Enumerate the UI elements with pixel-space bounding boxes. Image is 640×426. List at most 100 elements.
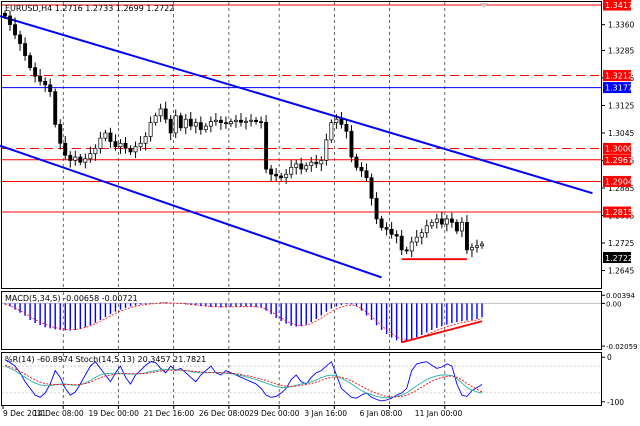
oscillator-header: %R(14) -60.8974 Stoch(14,5,13) 20.3457 2… — [5, 355, 206, 364]
candle-body — [470, 247, 474, 251]
candle-body — [304, 165, 309, 170]
candle-body — [334, 118, 339, 123]
price-chart-header: EURUSD,H4 1.2716 1.2733 1.2699 1.2722 — [5, 4, 174, 13]
level-tag-box — [603, 82, 631, 94]
candle-body — [93, 148, 98, 154]
time-tick-label: 9 Dec 2011 — [3, 409, 46, 418]
candle-body — [299, 163, 304, 170]
candle-body — [284, 173, 289, 179]
candle-body — [480, 243, 484, 247]
time-tick-label: 26 Dec 08:00 — [199, 409, 250, 418]
candle-body — [424, 225, 429, 234]
candle-body — [173, 115, 178, 134]
candle-body — [68, 154, 73, 161]
candle-body — [213, 119, 218, 122]
macd-header: MACD(5,34,5) -0.00658 -0.00721 — [5, 294, 138, 303]
candle-body — [234, 119, 238, 122]
time-tick-label: 14 Dec 08:00 — [33, 409, 84, 418]
level-tag-box — [603, 175, 631, 187]
candle-body — [23, 43, 28, 56]
candle-body — [48, 84, 53, 93]
current-price-tag: 1.2722 — [603, 252, 633, 263]
level-tag-label: 1.3212 — [605, 72, 633, 81]
candle-body — [249, 119, 253, 122]
price-candles — [3, 10, 484, 258]
time-tick-label: 11 Jan 00:00 — [415, 409, 463, 418]
candle-body — [239, 119, 243, 123]
oscillator-panel-frame — [1, 352, 602, 406]
candle-body — [3, 12, 7, 17]
price-tick-label: 1.3125 — [608, 101, 634, 110]
current-price-label: 1.2722 — [605, 254, 633, 263]
oscillator-lines — [4, 359, 483, 402]
candle-body — [63, 142, 68, 156]
candle-body — [364, 170, 369, 179]
channel-line[interactable] — [0, 144, 382, 279]
candle-body — [329, 122, 334, 141]
candle-body — [264, 121, 269, 170]
channel-lines[interactable] — [0, 15, 593, 279]
candle-body — [168, 118, 173, 134]
candle-body — [475, 245, 479, 248]
candle-body — [444, 218, 449, 225]
candle-body — [394, 234, 399, 237]
candle-body — [188, 118, 193, 127]
candle-body — [38, 75, 43, 82]
candle-body — [58, 124, 63, 144]
candle-body — [289, 167, 294, 175]
price-tick-label: 1.3045 — [608, 129, 634, 138]
level-tag-box — [603, 154, 631, 166]
candle-body — [78, 156, 83, 163]
candle-body — [379, 218, 384, 228]
oscillator-series-line — [4, 364, 483, 398]
candle-body — [254, 119, 259, 122]
price-panel-frame — [1, 1, 602, 289]
candle-body — [314, 161, 319, 165]
macd-tick-label: 0.00394 — [606, 292, 635, 300]
candle-body — [143, 136, 148, 144]
candle-body — [434, 218, 439, 223]
price-tick-label: 1.2645 — [608, 267, 634, 276]
candle-body — [103, 132, 108, 139]
time-tick-label: 6 Jan 08:00 — [360, 409, 403, 418]
candle-body — [113, 141, 118, 148]
candle-body — [88, 153, 93, 160]
time-tick-label: 21 Dec 16:00 — [144, 409, 195, 418]
scroll-position-marker[interactable] — [480, 3, 488, 8]
candle-body — [404, 249, 409, 252]
level-tag-box — [603, 206, 631, 218]
candle-body — [228, 121, 233, 125]
level-tag-label: 1.2815 — [605, 208, 633, 217]
candle-body — [449, 218, 454, 223]
candle-body — [309, 161, 314, 166]
candle-body — [399, 235, 404, 251]
candle-body — [369, 177, 374, 199]
channel-line[interactable] — [0, 15, 593, 195]
candle-body — [208, 121, 213, 127]
candle-body — [244, 120, 248, 123]
candle-body — [459, 222, 464, 232]
candle-body — [98, 137, 103, 149]
candle-body — [294, 163, 299, 168]
macd-trend-line[interactable] — [401, 320, 483, 344]
time-tick-label: 3 Jan 16:00 — [304, 409, 347, 418]
candle-body — [8, 15, 12, 25]
candle-body — [43, 81, 48, 86]
candle-body — [324, 139, 329, 161]
oscillator-series-line — [4, 365, 483, 399]
level-price-tags: 1.34171.32121.31771.30001.29671.29041.28… — [603, 0, 633, 218]
time-tick-label: 19 Dec 00:00 — [88, 409, 139, 418]
macd-histogram — [4, 302, 483, 343]
level-tag-label: 1.2967 — [605, 156, 633, 165]
price-tick-label: 1.2725 — [608, 239, 634, 248]
price-tick-label: 1.3285 — [608, 46, 634, 55]
candle-body — [384, 227, 389, 230]
candle-body — [18, 34, 23, 44]
candle-body — [259, 121, 264, 123]
candle-body — [153, 115, 158, 123]
oscillator-tick-label: -100 — [607, 398, 624, 407]
price-tick-label: 1.2885 — [608, 184, 634, 193]
candle-body — [349, 130, 354, 158]
